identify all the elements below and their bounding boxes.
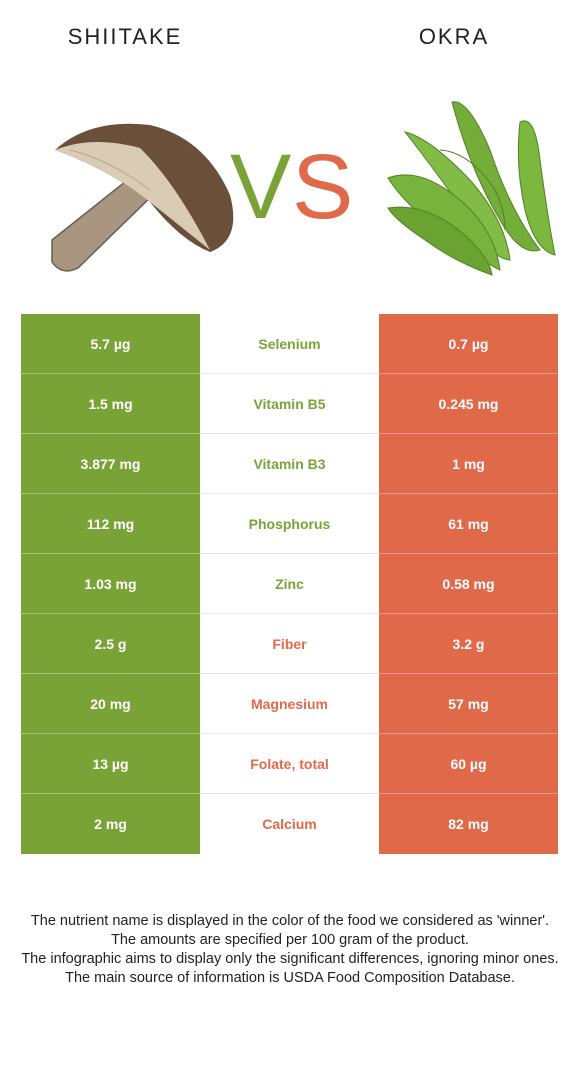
table-row: 2.5 g Fiber 3.2 g xyxy=(21,614,558,674)
table-row: 5.7 µg Selenium 0.7 µg xyxy=(21,314,558,374)
nutrient-name: Selenium xyxy=(200,314,379,374)
vs-label: V S xyxy=(230,138,352,228)
right-value: 82 mg xyxy=(379,794,558,854)
table-row: 2 mg Calcium 82 mg xyxy=(21,794,558,854)
left-value: 3.877 mg xyxy=(21,434,200,494)
left-value: 5.7 µg xyxy=(21,314,200,374)
food-images xyxy=(51,101,556,276)
nutrient-name: Vitamin B5 xyxy=(200,374,379,434)
right-value: 3.2 g xyxy=(379,614,558,674)
nutrient-name: Fiber xyxy=(200,614,379,674)
right-food-title: OKRA xyxy=(418,24,490,49)
left-value: 13 µg xyxy=(21,734,200,794)
nutrient-name: Folate, total xyxy=(200,734,379,794)
okra-image xyxy=(387,101,556,276)
left-value: 1.03 mg xyxy=(21,554,200,614)
right-value: 0.58 mg xyxy=(379,554,558,614)
table-row: 1.03 mg Zinc 0.58 mg xyxy=(21,554,558,614)
right-value: 0.245 mg xyxy=(379,374,558,434)
footer-line: The infographic aims to display only the… xyxy=(21,951,559,967)
left-value: 112 mg xyxy=(21,494,200,554)
right-value: 57 mg xyxy=(379,674,558,734)
shiitake-image xyxy=(51,123,234,272)
table-row: 13 µg Folate, total 60 µg xyxy=(21,734,558,794)
right-value: 60 µg xyxy=(379,734,558,794)
nutrient-name: Magnesium xyxy=(200,674,379,734)
vs-left-letter: V xyxy=(230,138,291,228)
nutrient-name: Zinc xyxy=(200,554,379,614)
right-value: 0.7 µg xyxy=(379,314,558,374)
right-value: 61 mg xyxy=(379,494,558,554)
nutrient-name: Phosphorus xyxy=(200,494,379,554)
left-value: 20 mg xyxy=(21,674,200,734)
footer-line: The nutrient name is displayed in the co… xyxy=(30,913,550,929)
footer-line: The amounts are specified per 100 gram o… xyxy=(111,932,469,948)
table-row: 3.877 mg Vitamin B3 1 mg xyxy=(21,434,558,494)
right-value: 1 mg xyxy=(379,434,558,494)
footer-line: The main source of information is USDA F… xyxy=(65,970,515,986)
table-row: 112 mg Phosphorus 61 mg xyxy=(21,494,558,554)
left-food-title: SHIITAKE xyxy=(67,24,183,49)
comparison-table: 5.7 µg Selenium 0.7 µg 1.5 mg Vitamin B5… xyxy=(21,314,558,854)
table-row: 20 mg Magnesium 57 mg xyxy=(21,674,558,734)
nutrient-name: Calcium xyxy=(200,794,379,854)
left-value: 1.5 mg xyxy=(21,374,200,434)
footer-notes: The nutrient name is displayed in the co… xyxy=(20,912,560,988)
vs-right-letter: S xyxy=(292,138,352,228)
nutrient-name: Vitamin B3 xyxy=(200,434,379,494)
left-value: 2.5 g xyxy=(21,614,200,674)
table-row: 1.5 mg Vitamin B5 0.245 mg xyxy=(21,374,558,434)
left-value: 2 mg xyxy=(21,794,200,854)
